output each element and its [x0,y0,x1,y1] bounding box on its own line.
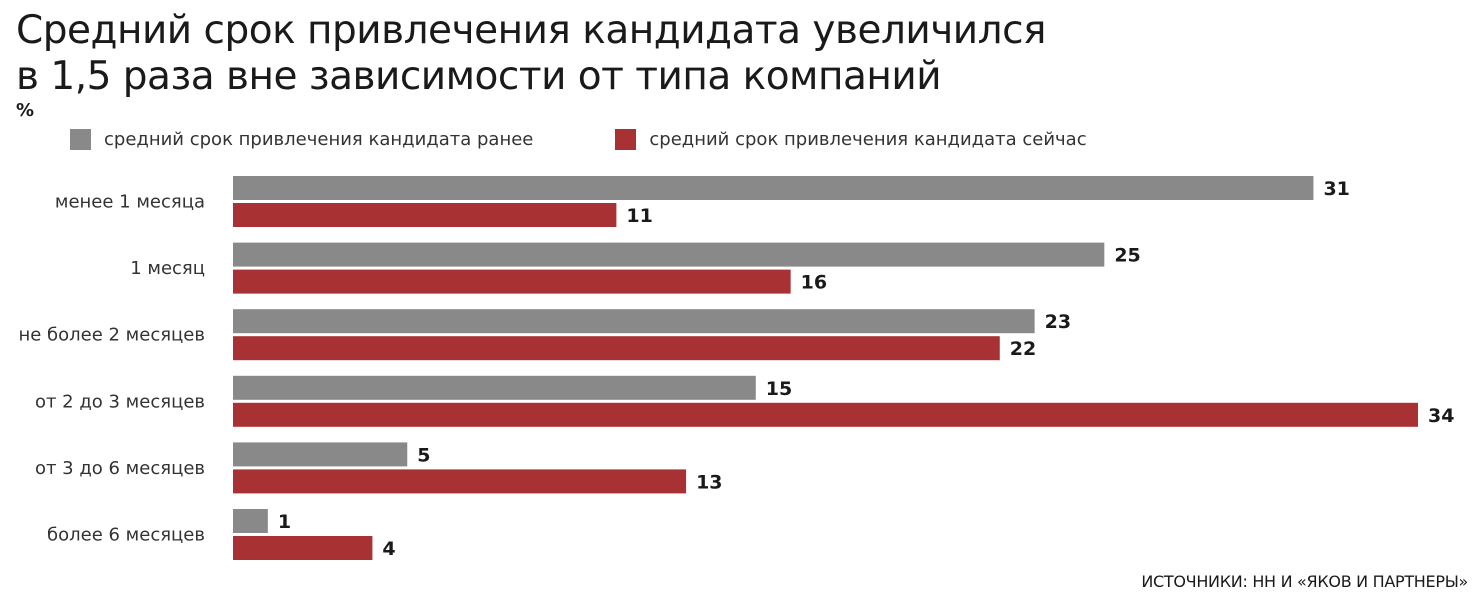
category-label: от 3 до 6 месяцев [35,458,205,479]
data-label: 5 [417,444,430,466]
bar-before [233,309,1035,334]
chart-title-line-2: в 1,5 раза вне зависимости от типа компа… [16,54,942,99]
data-label: 15 [766,378,792,400]
bar-before [233,176,1314,200]
bar-before [233,375,756,400]
data-label: 23 [1045,311,1071,333]
data-label: 22 [1010,338,1036,360]
bar-now [233,469,687,494]
legend-label-before: средний срок привлечения кандидата ранее [104,128,534,150]
legend-swatch-before [70,128,91,150]
bar-now [233,269,791,294]
bar-before [233,509,268,533]
category-label: 1 месяц [130,258,205,279]
data-label: 4 [382,538,395,560]
bar-now [233,336,1000,361]
data-label: 11 [626,205,652,227]
legend-item-now: средний срок привлечения кандидата сейча… [615,128,1087,150]
bar-before [233,442,408,467]
data-label: 34 [1428,405,1454,427]
unit-label: % [16,100,35,121]
chart-title-line-1: Средний срок привлечения кандидата увели… [16,8,1047,53]
bar-now [233,536,373,560]
legend: средний срок привлечения кандидата ранее… [70,127,1169,151]
data-label: 25 [1114,245,1140,267]
data-label: 1 [278,511,291,533]
legend-item-before: средний срок привлечения кандидата ранее [70,128,534,150]
category-label: от 2 до 3 месяцев [35,391,205,412]
category-label: не более 2 месяцев [18,325,205,346]
data-label: 13 [696,471,722,493]
bar-now [233,203,617,227]
source-note: ИСТОЧНИКИ: НН И «ЯКОВ И ПАРТНЕРЫ» [1141,572,1468,591]
legend-swatch-now [615,128,637,150]
data-label: 31 [1323,178,1349,200]
category-label: более 6 месяцев [47,525,205,546]
data-label: 16 [801,272,827,294]
bar-before [233,242,1105,267]
bar-now [233,402,1418,427]
chart-title: Средний срок привлечения кандидата увели… [16,8,1116,100]
legend-label-now: средний срок привлечения кандидата сейча… [649,128,1087,150]
category-label: менее 1 месяца [55,192,205,213]
